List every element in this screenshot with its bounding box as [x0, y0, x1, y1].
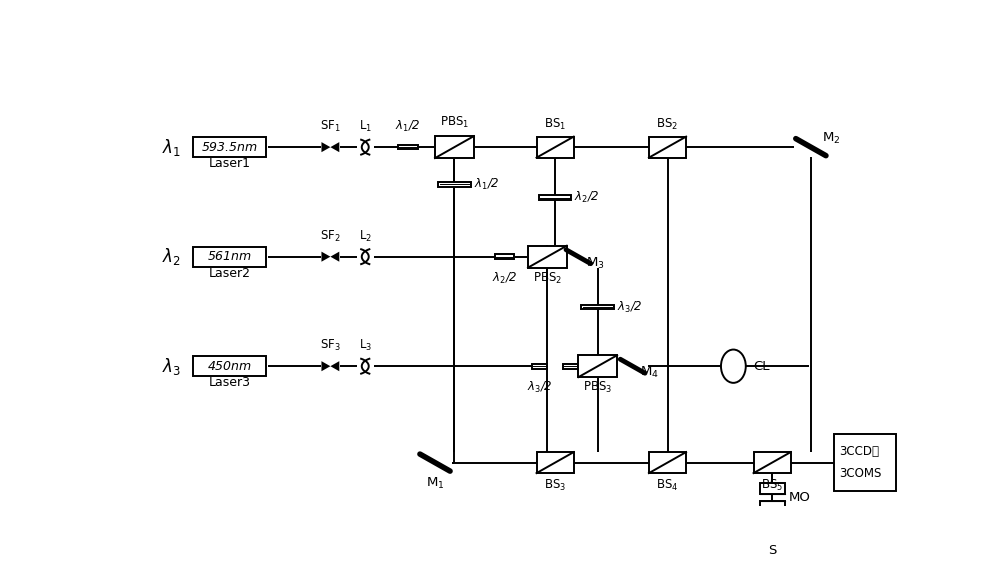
Text: 450$nm$: 450$nm$ — [207, 360, 252, 373]
Bar — [537, 452, 574, 473]
Bar — [563, 364, 578, 369]
Bar — [581, 305, 614, 310]
Bar — [537, 137, 574, 158]
Text: S: S — [768, 543, 776, 556]
Text: PBS$_3$: PBS$_3$ — [583, 380, 612, 395]
Bar — [760, 501, 785, 512]
Text: PBS$_2$: PBS$_2$ — [533, 271, 562, 286]
Text: M$_4$: M$_4$ — [640, 365, 659, 380]
Text: Laser1: Laser1 — [209, 157, 251, 170]
Text: 593.5$nm$: 593.5$nm$ — [201, 141, 258, 154]
Text: $\lambda_3$: $\lambda_3$ — [162, 356, 181, 377]
Text: $\lambda_2$/2: $\lambda_2$/2 — [574, 190, 600, 205]
Text: MO: MO — [789, 491, 811, 504]
Text: BS$_1$: BS$_1$ — [544, 117, 566, 132]
Bar — [398, 145, 418, 150]
Text: $\lambda_1$/2: $\lambda_1$/2 — [474, 177, 499, 192]
Bar — [754, 452, 791, 473]
Polygon shape — [330, 251, 339, 262]
Polygon shape — [330, 142, 339, 152]
Text: L$_2$: L$_2$ — [359, 228, 372, 244]
Text: CL: CL — [753, 360, 769, 373]
Text: BS$_5$: BS$_5$ — [761, 478, 783, 493]
Ellipse shape — [721, 349, 746, 383]
Text: M$_1$: M$_1$ — [426, 476, 444, 491]
Bar — [528, 246, 567, 267]
Polygon shape — [321, 142, 330, 152]
Bar — [649, 452, 686, 473]
Bar — [834, 434, 896, 491]
Text: $\lambda_1$: $\lambda_1$ — [162, 137, 181, 158]
Bar — [193, 247, 266, 266]
Text: $\lambda_3$/2: $\lambda_3$/2 — [617, 299, 643, 315]
Text: $\lambda_2$/2: $\lambda_2$/2 — [492, 271, 517, 286]
Text: M$_2$: M$_2$ — [822, 131, 841, 146]
Polygon shape — [321, 361, 330, 371]
Text: 3COMS: 3COMS — [839, 467, 881, 480]
Text: $\lambda_3$/2: $\lambda_3$/2 — [527, 380, 552, 395]
Text: BS$_2$: BS$_2$ — [656, 117, 679, 132]
Text: $\lambda_1$/2: $\lambda_1$/2 — [395, 119, 421, 134]
Bar — [649, 137, 686, 158]
Bar — [760, 484, 785, 494]
Text: BS$_4$: BS$_4$ — [656, 478, 679, 493]
Text: $\lambda_2$: $\lambda_2$ — [162, 246, 181, 267]
Text: M$_3$: M$_3$ — [586, 255, 605, 271]
Polygon shape — [321, 251, 330, 262]
Text: 561$nm$: 561$nm$ — [207, 250, 252, 263]
Bar — [495, 254, 514, 259]
Bar — [578, 355, 617, 377]
Text: 3CCD或: 3CCD或 — [839, 445, 879, 458]
Text: L$_3$: L$_3$ — [359, 338, 372, 353]
Bar — [539, 195, 571, 200]
Text: BS$_3$: BS$_3$ — [544, 478, 566, 493]
Bar — [193, 137, 266, 157]
Bar — [435, 136, 474, 158]
Text: SF$_2$: SF$_2$ — [320, 228, 341, 244]
Polygon shape — [330, 361, 339, 371]
Bar — [193, 356, 266, 376]
Text: SF$_3$: SF$_3$ — [320, 338, 341, 353]
Text: Laser3: Laser3 — [209, 376, 251, 389]
Bar — [438, 182, 471, 187]
Text: PBS$_1$: PBS$_1$ — [440, 116, 469, 130]
Text: L$_1$: L$_1$ — [359, 119, 372, 134]
Text: Laser2: Laser2 — [209, 267, 251, 280]
Bar — [532, 364, 547, 369]
Text: SF$_1$: SF$_1$ — [320, 119, 341, 134]
